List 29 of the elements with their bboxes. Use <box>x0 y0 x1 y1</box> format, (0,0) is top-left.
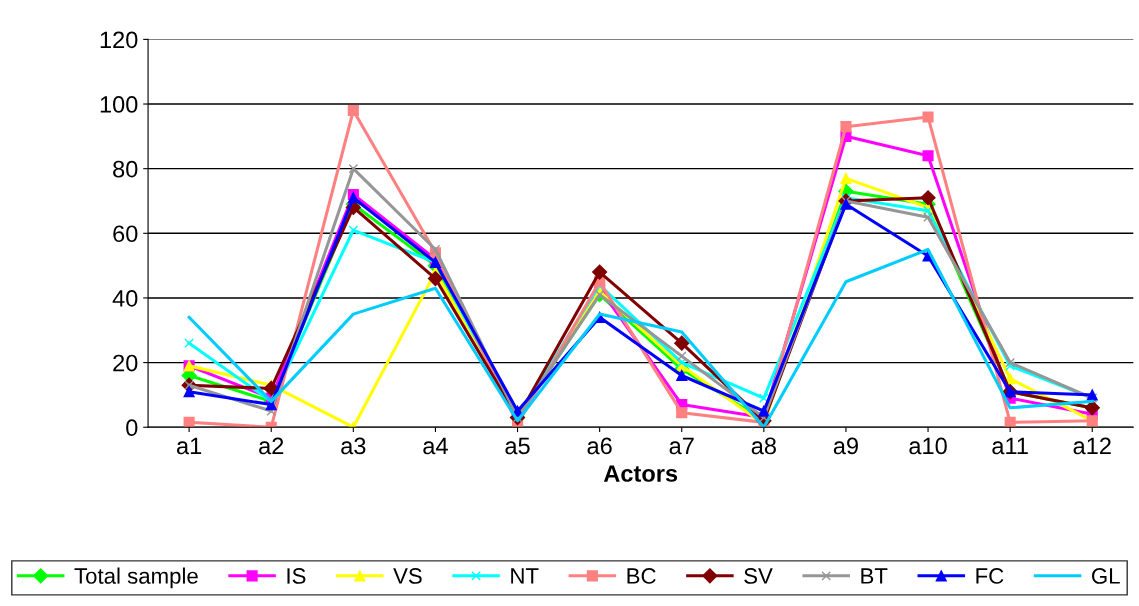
legend-label: BC <box>627 568 656 584</box>
y-tick-label: 60 <box>113 225 138 243</box>
x-tick-label: a12 <box>1073 437 1111 455</box>
legend-label: NT <box>511 568 539 584</box>
y-tick-label: 80 <box>113 160 138 178</box>
x-tick-label: a9 <box>833 437 858 455</box>
x-tick-label: a2 <box>259 437 284 455</box>
legend-label: FC <box>976 568 1004 584</box>
legend-label: Total sample <box>74 567 198 589</box>
y-tick-label: 20 <box>113 354 138 372</box>
legend-label: GL <box>1092 568 1120 584</box>
y-tick-label: 120 <box>100 31 138 49</box>
x-tick-label: a11 <box>992 437 1028 455</box>
legend-label: BT <box>861 568 888 584</box>
legend-label: IS <box>287 568 306 584</box>
x-tick-label: a4 <box>423 437 448 455</box>
x-axis-title: Actors <box>603 465 678 482</box>
legend-label: SV <box>744 568 773 584</box>
y-tick-label: 0 <box>126 419 138 437</box>
x-tick-label: a1 <box>176 437 202 455</box>
y-tick-label: 40 <box>112 290 138 307</box>
x-tick-label: a10 <box>909 437 947 455</box>
legend-label: VS <box>393 568 422 584</box>
x-tick-label: a8 <box>751 437 776 455</box>
x-tick-label: a7 <box>669 437 694 455</box>
x-tick-label: a3 <box>341 437 366 455</box>
x-tick-label: a5 <box>505 437 530 455</box>
x-tick-label: a6 <box>587 437 612 455</box>
y-tick-label: 100 <box>100 96 138 113</box>
